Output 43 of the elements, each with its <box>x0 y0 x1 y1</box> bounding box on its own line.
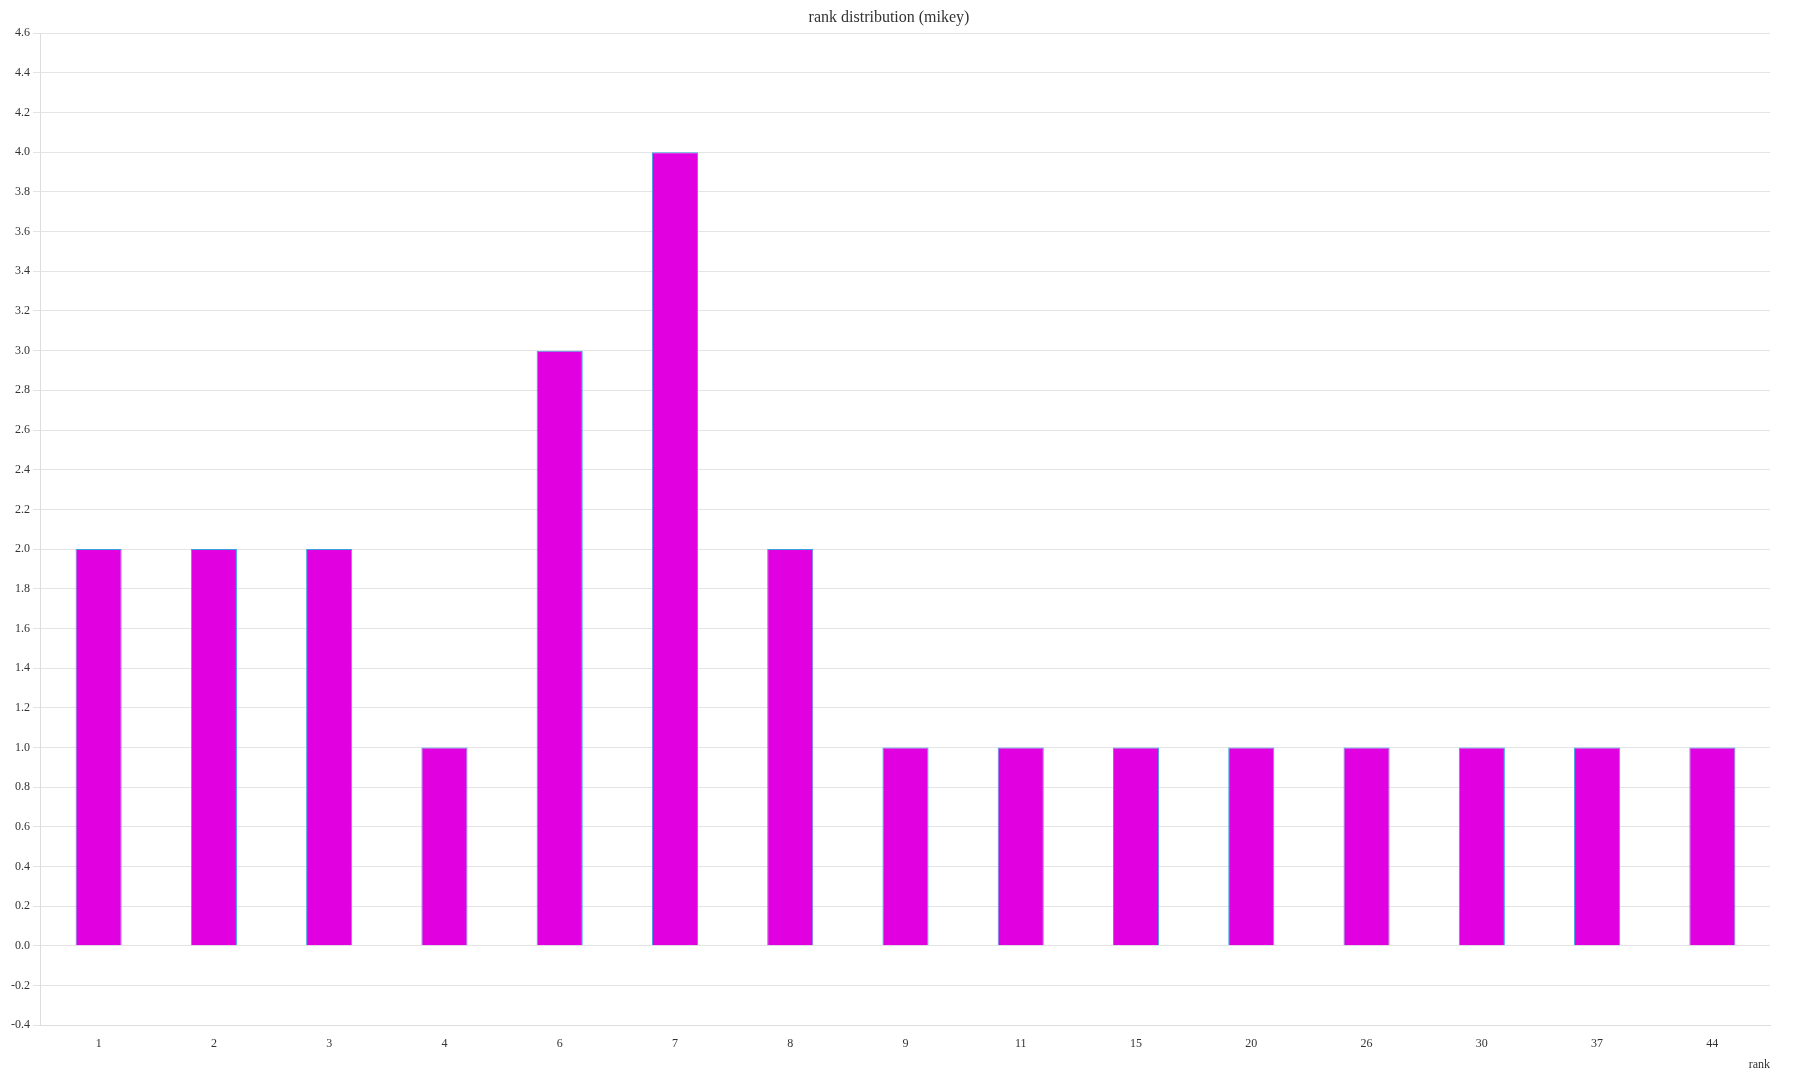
y-tick-label: 0.6 <box>15 818 30 833</box>
y-tick-label: 3.4 <box>15 263 30 278</box>
x-tick-label: 2 <box>210 1035 217 1050</box>
y-tick-label: 1.6 <box>15 620 30 635</box>
y-tick-label: 0.0 <box>15 938 30 952</box>
y-tick-label: 4.2 <box>15 104 30 119</box>
y-tick-label: 3.8 <box>15 184 30 199</box>
x-tick-label: 4 <box>441 1035 448 1050</box>
y-tick-label: -0.2 <box>11 977 30 992</box>
y-tick-label: 4.4 <box>15 65 30 80</box>
y-tick-label: 2.4 <box>15 461 30 476</box>
x-tick-label: 15 <box>1130 1035 1143 1050</box>
y-tick-label: 2.8 <box>15 382 30 397</box>
y-tick-label: 3.2 <box>15 303 30 318</box>
x-tick-label: 37 <box>1591 1035 1604 1050</box>
y-tick-label: 0.4 <box>15 858 30 873</box>
y-tick-label: 1.0 <box>15 739 30 754</box>
x-tick-label: 11 <box>1014 1035 1027 1050</box>
y-tick-label: 0.2 <box>15 898 30 913</box>
x-tick-label: 9 <box>902 1035 909 1050</box>
y-tick-label: 1.4 <box>15 660 30 675</box>
x-tick-label: 8 <box>787 1035 794 1050</box>
x-tick-label: 3 <box>326 1035 333 1050</box>
y-tick-label: 2.2 <box>15 501 30 516</box>
y-tick-label: 1.8 <box>15 580 30 595</box>
y-tick-label: 1.2 <box>15 699 30 714</box>
x-tick-label: 30 <box>1475 1035 1488 1050</box>
x-tick-label: 6 <box>556 1035 563 1050</box>
y-tick-label: 4.6 <box>15 25 30 40</box>
x-tick-label: 44 <box>1706 1035 1719 1050</box>
y-tick-label: 2.0 <box>15 541 30 556</box>
y-tick-label: 4.0 <box>15 144 30 159</box>
x-tick-label: 26 <box>1360 1035 1373 1050</box>
chart-title: rank distribution (mikey) <box>808 7 970 26</box>
x-tick-label: 20 <box>1245 1035 1258 1050</box>
y-tick-label: 0.8 <box>15 779 30 794</box>
x-axis-title: rank <box>1748 1056 1770 1071</box>
y-tick-label: -0.4 <box>11 1017 30 1032</box>
y-tick-label: 2.6 <box>15 422 30 437</box>
y-tick-label: 3.0 <box>15 342 30 357</box>
x-tick-label: 7 <box>671 1035 678 1050</box>
x-tick-label: 1 <box>95 1035 102 1050</box>
y-tick-label: 3.6 <box>15 223 30 238</box>
